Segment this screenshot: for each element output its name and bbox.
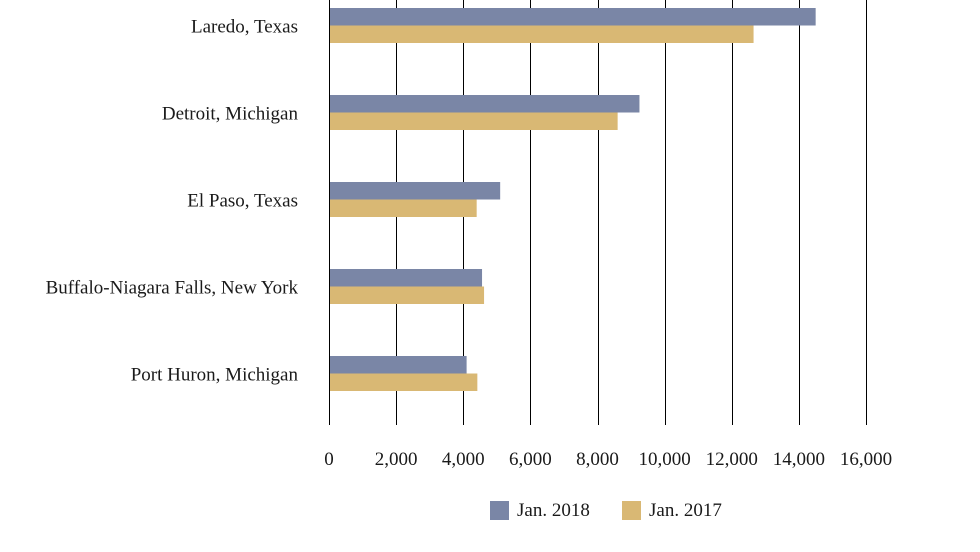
bar-buffalo-niagara-falls-new-york-jan-2017: [330, 286, 485, 304]
category-label-buffalo-niagara-falls-new-york: Buffalo-Niagara Falls, New York: [46, 278, 299, 299]
x-tick-label-8000: 8,000: [576, 449, 619, 470]
legend-label-jan-2018: Jan. 2018: [517, 500, 590, 521]
bar-el-paso-texas-jan-2018: [330, 182, 501, 200]
bar-laredo-texas-jan-2018: [330, 8, 816, 26]
bar-port-huron-michigan-jan-2018: [330, 356, 467, 374]
bar-el-paso-texas-jan-2017: [330, 199, 477, 217]
bar-buffalo-niagara-falls-new-york-jan-2018: [330, 269, 483, 287]
bar-detroit-michigan-jan-2018: [330, 95, 640, 113]
x-axis-tick-labels: 0 2,000 4,000 6,000 8,000 10,000 12,000 14,000 1…: [324, 449, 892, 470]
category-label-el-paso-texas: El Paso, Texas: [187, 191, 298, 212]
bar-detroit-michigan-jan-2017: [330, 112, 618, 130]
legend: Jan. 2018 Jan. 2017: [490, 500, 722, 521]
category-label-laredo-texas: Laredo, Texas: [191, 17, 298, 38]
gridlines: [329, 0, 867, 425]
legend-swatch-jan-2018: [490, 501, 509, 520]
x-tick-label-0: 0: [324, 449, 334, 470]
category-label-port-huron-michigan: Port Huron, Michigan: [131, 365, 299, 386]
category-labels: Laredo, Texas Detroit, Michigan El Paso, T…: [46, 17, 299, 386]
bar-laredo-texas-jan-2017: [330, 25, 754, 43]
bar-port-huron-michigan-jan-2017: [330, 373, 478, 391]
x-tick-label-4000: 4,000: [442, 449, 485, 470]
x-tick-label-14000: 14,000: [773, 449, 825, 470]
x-tick-label-16000: 16,000: [840, 449, 892, 470]
x-tick-label-12000: 12,000: [706, 449, 758, 470]
category-label-detroit-michigan: Detroit, Michigan: [162, 104, 299, 125]
legend-label-jan-2017: Jan. 2017: [649, 500, 722, 521]
legend-swatch-jan-2017: [622, 501, 641, 520]
x-tick-label-6000: 6,000: [509, 449, 552, 470]
x-tick-label-2000: 2,000: [375, 449, 418, 470]
x-tick-label-10000: 10,000: [639, 449, 691, 470]
bars: [330, 8, 816, 391]
